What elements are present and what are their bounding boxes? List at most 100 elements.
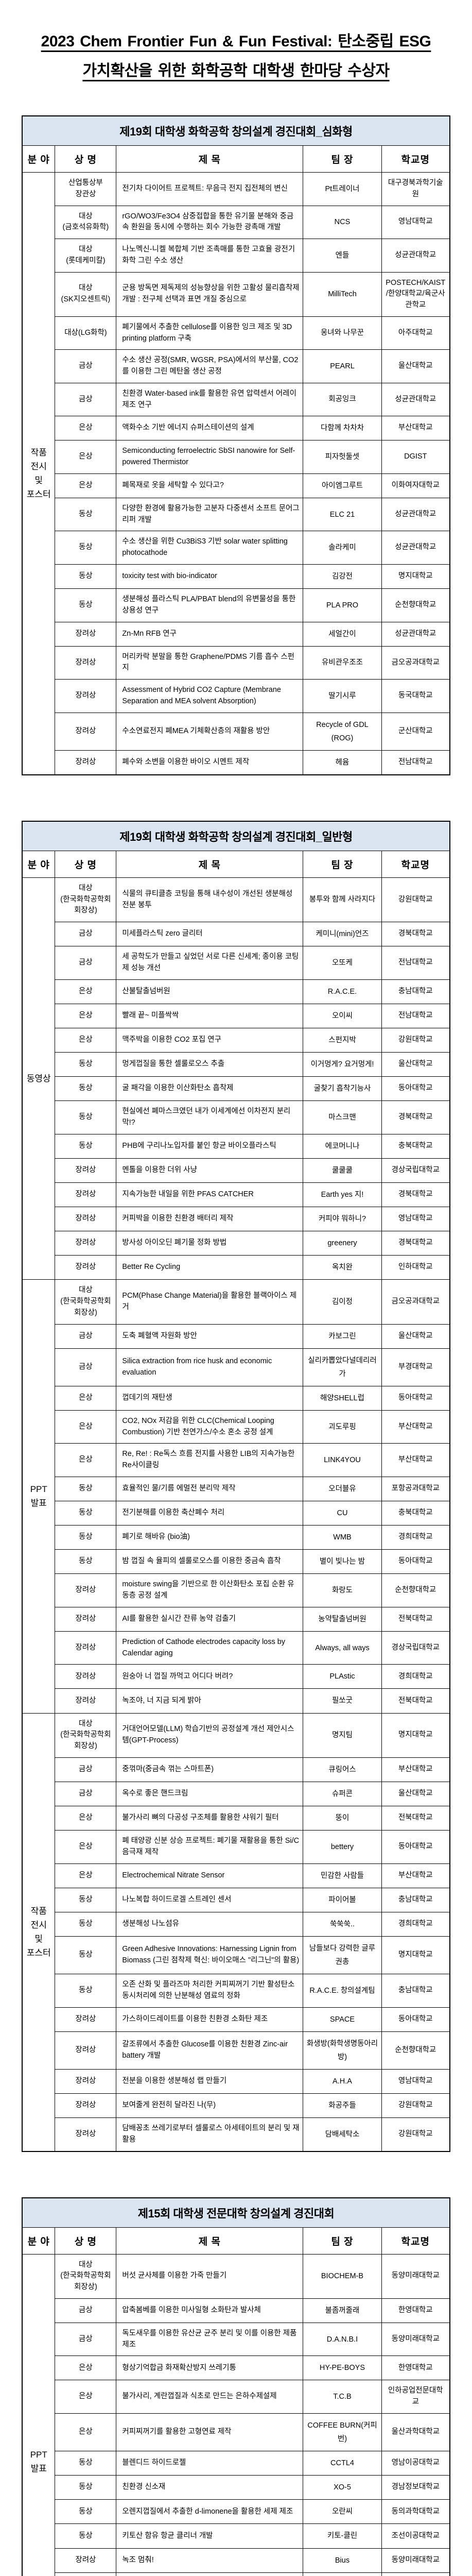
team-leader-cell: 이거멍게? 요거멍게! bbox=[303, 1052, 382, 1077]
team-leader-cell: T.C.B bbox=[303, 2380, 382, 2414]
school-cell: 명지대학교 bbox=[381, 564, 450, 589]
award-cell: 장려상 bbox=[55, 2069, 117, 2094]
award-cell: 은상 bbox=[55, 2413, 117, 2452]
school-cell: 부산대학교 bbox=[381, 1443, 450, 1477]
project-title-cell: 담배꽁초 쓰레기로부터 셀룰로스 아세테이트의 분리 및 재활용 bbox=[116, 2117, 304, 2152]
school-cell: 성균관대학교 bbox=[381, 239, 450, 273]
project-title-cell: PHB에 구리나노입자를 붙인 항균 바이오플라스틱 bbox=[116, 1133, 304, 1159]
table-row: 장려상 AI를 활용한 실시간 잔류 농약 검출기 농약탈출넘버원 전북대학교 bbox=[22, 1606, 450, 1632]
project-title-cell: 진짜 생분해 플라스틱 bbox=[116, 2572, 304, 2576]
team-leader-cell: 키토-클린 bbox=[303, 2523, 382, 2549]
col-header-title: 제 목 bbox=[116, 850, 304, 878]
team-leader-cell: 솔라케미 bbox=[303, 531, 382, 565]
table-row: 은상 맥주박을 이용한 CO2 포집 연구 스펀지박 강원대학교 bbox=[22, 1027, 450, 1053]
table-row: 동상 블렌디드 하이드로젤 CCTL4 영남이공대학교 bbox=[22, 2451, 450, 2476]
school-cell: 동아대학교 bbox=[381, 1830, 450, 1864]
school-cell: DGIST bbox=[381, 440, 450, 474]
school-cell: 인하공업전문대학교 bbox=[381, 2380, 450, 2414]
award-cell: 대상 (한국화학공학회회장상) bbox=[55, 1713, 117, 1758]
award-cell: 금상 bbox=[55, 946, 117, 980]
team-leader-cell: HY-PE-BOYS bbox=[303, 2355, 382, 2381]
table-row: 은상 불가사리 뼈의 다공성 구조체를 활용한 샤워기 필터 뚱이 전북대학교 bbox=[22, 1805, 450, 1831]
award-cell: 대상(LG화학) bbox=[55, 316, 117, 350]
award-cell: 장려상 bbox=[55, 2031, 117, 2070]
project-title-cell: Re, Re! : Re독스 흐름 전지를 사용한 LIB의 지속가능한 Re사… bbox=[116, 1443, 304, 1477]
award-cell: 동상 bbox=[55, 1936, 117, 1975]
project-title-cell: 껍데기의 재탄생 bbox=[116, 1385, 304, 1411]
award-cell: 은상 bbox=[55, 1443, 117, 1477]
school-cell: 순천향대학교 bbox=[381, 2031, 450, 2070]
school-cell: 충남대학교 bbox=[381, 1974, 450, 2008]
project-title-cell: PCM(Phase Change Material)을 활용한 블랙아이스 제거 bbox=[116, 1279, 304, 1325]
team-leader-cell: Always, all ways bbox=[303, 1631, 382, 1665]
table-row: 금상 중꺾마(중금속 꺾는 스마트폰) 큐링어스 부산대학교 bbox=[22, 1757, 450, 1782]
project-title-cell: 전분을 이용한 생분해성 랩 만들기 bbox=[116, 2069, 304, 2094]
table-row: 은상 산불탈출넘버원 R.A.C.E. 충남대학교 bbox=[22, 979, 450, 1004]
table-row: 금상 독도새우를 이용한 유산균 균주 분리 및 이를 이용한 제품 제조 D.A.… bbox=[22, 2322, 450, 2357]
table-row: 동상 다양한 환경에 활용가능한 고분자 다중센서 소프트 문어그리퍼 개발 ELC… bbox=[22, 497, 450, 532]
award-cell: 동상 bbox=[55, 1525, 117, 1550]
award-cell: 장려상 bbox=[55, 2007, 117, 2032]
school-cell: 동아대학교 bbox=[381, 2007, 450, 2032]
team-leader-cell: 필쏘굿 bbox=[303, 1688, 382, 1714]
project-title-cell: 전기차 다이어트 프로젝트: 무음극 전지 집전체의 변신 bbox=[116, 172, 304, 206]
category-cell: 작품 전시 및 포스터 bbox=[22, 172, 56, 775]
project-title-cell: 멘톨을 이용한 더위 사냥 bbox=[116, 1158, 304, 1183]
col-header-category: 분 야 bbox=[22, 850, 56, 878]
col-header-leader: 팀 장 bbox=[303, 850, 382, 878]
team-leader-cell: 딸기시루 bbox=[303, 679, 382, 713]
table-row: 동상 친환경 신소재 XO-5 경남정보대학교 bbox=[22, 2475, 450, 2500]
team-leader-cell: D.A.N.B.I bbox=[303, 2322, 382, 2357]
award-cell: 금상 bbox=[55, 2322, 117, 2357]
table-row: 동상 toxicity test with bio-indicator 김강전 명지대… bbox=[22, 564, 450, 589]
table-row: 장려상 담배꽁초 쓰레기로부터 셀룰로스 아세테이트의 분리 및 재활용 담배세탁소… bbox=[22, 2117, 450, 2152]
award-cell: 동상 bbox=[55, 1974, 117, 2008]
page-title: 2023 Chem Frontier Fun & Fun Festival: 탄… bbox=[22, 27, 450, 86]
award-cell: 동상 bbox=[55, 1133, 117, 1159]
team-leader-cell: Bius bbox=[303, 2548, 382, 2573]
school-cell: 이화여자대학교 bbox=[381, 473, 450, 498]
team-leader-cell: 에코머니나 bbox=[303, 1133, 382, 1159]
col-header-award: 상 명 bbox=[55, 145, 117, 173]
team-leader-cell: 별이 빛나는 밤 bbox=[303, 1549, 382, 1574]
team-leader-cell: 마스크맨 bbox=[303, 1100, 382, 1134]
table-row: 동상 나노복합 하이드로겔 스트레인 센서 파이어볼 충남대학교 bbox=[22, 1887, 450, 1912]
team-leader-cell: 세얼간이 bbox=[303, 621, 382, 647]
award-cell: 장려상 bbox=[55, 2093, 117, 2119]
project-title-cell: 폐목재로 옷을 세탁할 수 있다고? bbox=[116, 473, 304, 498]
award-cell: 장려상 bbox=[55, 1231, 117, 1256]
table-row: 은상 빨래 끝~ 미플싹싹 오이씨 전남대학교 bbox=[22, 1003, 450, 1028]
table-title: 제15회 대학생 전문대학 창의설계 경진대회 bbox=[22, 2197, 450, 2228]
table-row: 장려상 폐수와 소변을 이용한 바이오 시멘트 제작 헤윰 전남대학교 bbox=[22, 750, 450, 775]
award-cell: 금상 bbox=[55, 1781, 117, 1807]
team-leader-cell: 화생방(화학생명동아리방) bbox=[303, 2031, 382, 2070]
team-leader-cell: CU bbox=[303, 1500, 382, 1526]
team-leader-cell: 회공잉크 bbox=[303, 382, 382, 417]
project-title-cell: 나노멕신-니켈 복합체 기반 조촉매를 통한 고효율 광전기화학 그린 수소 생… bbox=[116, 239, 304, 273]
table-row: 은상 불가사리, 계란껍질과 식초로 만드는 은하수제설제 T.C.B 인하공업전문대… bbox=[22, 2380, 450, 2414]
table-row: 금상 친환경 Water-based ink를 활용한 유연 압력센서 어레이 제… bbox=[22, 382, 450, 417]
team-leader-cell: 옥치완 bbox=[303, 1255, 382, 1280]
school-cell: 경북대학교 bbox=[381, 1100, 450, 1134]
team-leader-cell: 화랑도 bbox=[303, 1573, 382, 1607]
project-title-cell: 생분해성 플라스틱 PLA/PBAT blend의 유변물성을 통한 상용성 연… bbox=[116, 588, 304, 622]
award-cell: 동상 bbox=[55, 1500, 117, 1526]
team-leader-cell: PLA PRO bbox=[303, 588, 382, 622]
table-row: 장려상 멘톨을 이용한 더위 사냥 쿨쿨쿨 경상국립대학교 bbox=[22, 1158, 450, 1183]
school-cell: 전남대학교 bbox=[381, 1003, 450, 1028]
school-cell: 경상국립대학교 bbox=[381, 1631, 450, 1665]
school-cell: 울산대학교 bbox=[381, 1781, 450, 1807]
team-leader-cell: 해양SHELL럽 bbox=[303, 1385, 382, 1411]
table-title-row: 제15회 대학생 전문대학 창의설계 경진대회 bbox=[22, 2197, 450, 2228]
table-row: 동상 멍게껍질을 통한 셀룰로오스 추출 이거멍게? 요거멍게! 울산대학교 bbox=[22, 1052, 450, 1077]
col-header-leader: 팀 장 bbox=[303, 2227, 382, 2255]
project-title-cell: Prediction of Cathode electrodes capacit… bbox=[116, 1631, 304, 1665]
award-cell: 동상 bbox=[55, 1076, 117, 1101]
team-leader-cell: 슈퍼콘 bbox=[303, 1781, 382, 1807]
school-cell: 부경대학교 bbox=[381, 1348, 450, 1386]
col-header-title: 제 목 bbox=[116, 145, 304, 173]
project-title-cell: 머리카락 분말을 통한 Graphene/PDMS 기름 흡수 스펀지 bbox=[116, 646, 304, 680]
project-title-cell: Semiconducting ferroelectric SbSI nanowi… bbox=[116, 440, 304, 474]
school-cell: 동양미래대학교 bbox=[381, 2548, 450, 2573]
